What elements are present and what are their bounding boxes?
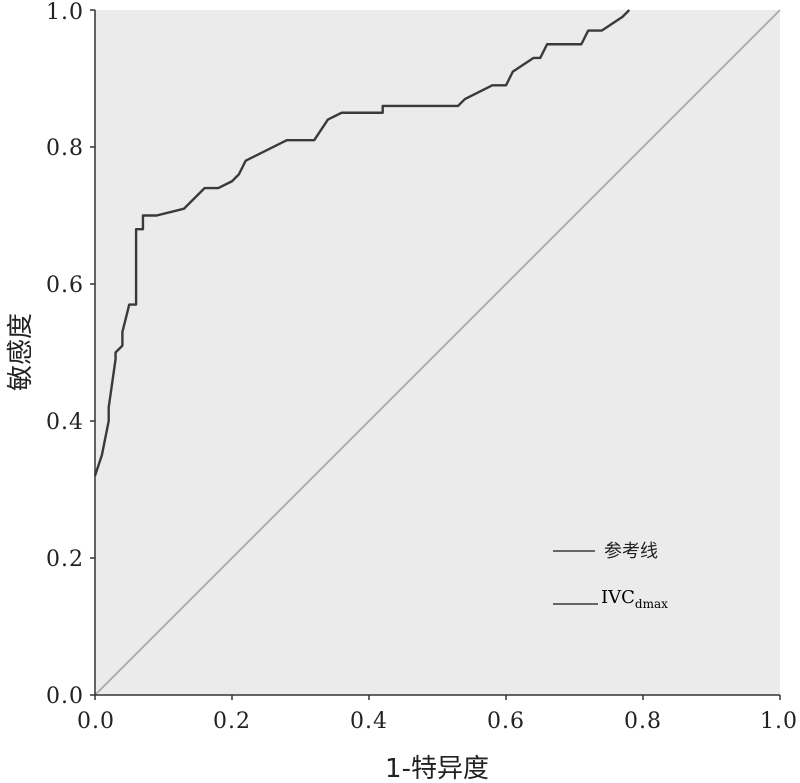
y-axis-ticks: 0.0 0.2 0.4 0.6 0.8 1.0 [46, 0, 95, 709]
y-tick-label: 0.4 [46, 410, 84, 435]
legend-label-reference: 参考线 [604, 541, 658, 562]
y-tick-label: 0.2 [46, 547, 84, 572]
axes [94, 10, 780, 696]
plot-lines [93, 9, 781, 696]
reference-line [94, 9, 781, 696]
x-axis-title: 1-特异度 [385, 754, 489, 783]
x-tick-label: 0.2 [213, 709, 251, 734]
x-axis-ticks: 0.0 0.2 0.4 0.6 0.8 1.0 [77, 695, 798, 734]
y-tick-label: 0.8 [46, 136, 84, 161]
x-tick-label: 1.0 [760, 709, 798, 734]
y-tick-label: 1.0 [46, 0, 84, 25]
y-axis-title: 敏感度 [6, 313, 36, 391]
x-tick-label: 0.4 [350, 709, 388, 734]
x-tick-label: 0.6 [487, 709, 525, 734]
x-tick-label: 0.0 [77, 709, 115, 734]
y-tick-label: 0.6 [46, 273, 84, 298]
x-tick-label: 0.8 [624, 709, 662, 734]
y-tick-label: 0.0 [46, 684, 84, 709]
legend: 参考线 IVCdmax [553, 541, 668, 611]
legend-label-ivc: IVCdmax [601, 587, 668, 611]
roc-curve-line [93, 9, 631, 477]
